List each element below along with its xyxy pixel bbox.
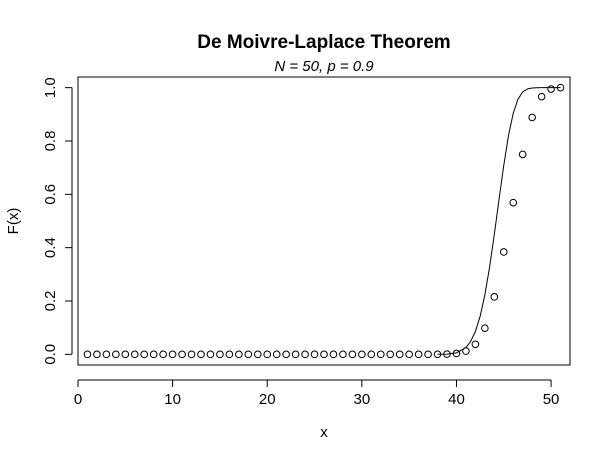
data-point <box>216 350 224 359</box>
data-point <box>253 350 262 359</box>
y-tick-label: 0.2 <box>42 291 59 312</box>
data-point <box>537 92 546 101</box>
data-point <box>121 350 130 359</box>
data-point <box>405 350 413 359</box>
y-tick-label: 0.4 <box>42 237 59 258</box>
data-point <box>235 350 243 359</box>
data-point <box>424 350 432 359</box>
x-tick-label: 20 <box>259 391 276 408</box>
data-point <box>225 350 234 359</box>
data-point <box>471 340 480 349</box>
data-point <box>93 350 101 359</box>
data-point <box>244 350 253 359</box>
y-tick-label: 1.0 <box>42 77 59 98</box>
y-tick-label: 0.6 <box>42 184 59 205</box>
data-point <box>358 350 366 359</box>
data-point <box>159 350 167 359</box>
data-point <box>149 350 158 359</box>
data-point <box>462 347 470 355</box>
data-point <box>367 350 376 359</box>
data-point <box>518 150 527 159</box>
data-point <box>310 350 319 359</box>
x-tick-label: 0 <box>74 391 82 408</box>
data-point <box>443 350 451 358</box>
data-point <box>481 324 489 333</box>
normal-approximation-line <box>437 87 561 355</box>
y-axis: 0.0 0.2 0.4 0.6 0.8 1.0 <box>42 77 73 365</box>
data-point <box>414 350 423 359</box>
data-point <box>168 350 177 359</box>
data-point <box>509 198 518 207</box>
y-axis-label: F(x) <box>5 208 22 235</box>
data-point <box>556 83 565 92</box>
data-point <box>178 350 186 359</box>
y-tick-label: 0.0 <box>42 344 59 365</box>
plot-area-frame <box>77 76 571 366</box>
data-point <box>433 350 442 359</box>
data-point <box>376 350 385 359</box>
data-point <box>272 350 281 359</box>
data-point <box>320 350 328 359</box>
data-point <box>547 85 555 93</box>
data-point <box>112 350 120 359</box>
x-axis-label: x <box>320 424 328 441</box>
chart-subtitle: N = 50, p = 0.9 <box>274 58 374 75</box>
data-point <box>499 248 508 256</box>
data-point <box>339 350 347 359</box>
data-point <box>452 349 461 358</box>
data-point <box>130 350 139 359</box>
data-point <box>83 350 92 359</box>
data-point <box>140 350 149 359</box>
x-tick-label: 50 <box>543 391 560 408</box>
x-tick-label: 10 <box>164 391 181 408</box>
data-point <box>395 350 404 359</box>
x-tick-label: 30 <box>354 391 371 408</box>
data-point <box>490 293 499 301</box>
data-point <box>102 350 111 359</box>
x-tick-label: 40 <box>448 391 465 408</box>
data-point <box>329 350 338 359</box>
data-point <box>528 113 536 122</box>
data-point <box>263 350 272 359</box>
data-point <box>282 350 290 359</box>
data-point <box>206 350 215 359</box>
data-point <box>197 350 205 359</box>
data-point <box>187 350 196 359</box>
x-axis: 0 10 20 30 40 50 <box>74 379 560 408</box>
data-point <box>386 350 395 359</box>
data-point <box>301 350 309 359</box>
binomial-cdf-points <box>83 83 565 359</box>
chart-title: De Moivre-Laplace Theorem <box>197 32 450 53</box>
data-point <box>291 350 300 359</box>
y-tick-label: 0.8 <box>42 131 59 152</box>
data-point <box>348 350 357 359</box>
